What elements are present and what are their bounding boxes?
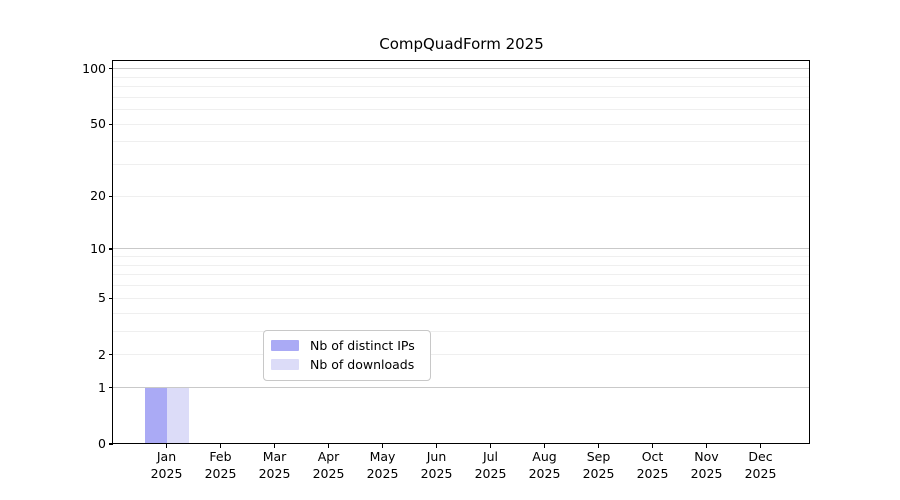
x-axis-tick xyxy=(543,444,546,448)
gridline-minor xyxy=(113,86,810,88)
bar-downloads xyxy=(166,387,189,444)
gridline-major xyxy=(113,248,810,250)
gridline-minor xyxy=(113,297,810,299)
x-tick-label: Nov 2025 xyxy=(690,449,723,481)
x-axis-tick xyxy=(219,444,222,448)
y-tick-label: 0 xyxy=(98,436,106,451)
y-axis-tick xyxy=(109,123,113,125)
legend-item-label: Nb of downloads xyxy=(310,357,415,372)
gridline-minor xyxy=(113,330,810,332)
x-tick-label: Aug 2025 xyxy=(528,449,561,481)
y-tick-label: 100 xyxy=(82,60,106,76)
x-axis-tick xyxy=(165,444,168,448)
gridline-major xyxy=(113,68,810,70)
gridline-minor xyxy=(113,312,810,314)
x-axis-tick xyxy=(435,444,438,448)
gridline-minor xyxy=(113,76,810,78)
gridline-minor xyxy=(113,256,810,258)
x-axis-tick xyxy=(381,444,384,448)
gridline-minor xyxy=(113,274,810,276)
chart-title: CompQuadForm 2025 xyxy=(379,35,544,53)
x-tick-label: Feb 2025 xyxy=(204,449,237,481)
x-axis-tick xyxy=(327,444,330,448)
gridline-minor xyxy=(113,96,810,98)
x-tick-label: Jul 2025 xyxy=(474,449,507,481)
x-axis-tick xyxy=(597,444,600,448)
y-axis-tick xyxy=(109,248,113,250)
gridline-minor xyxy=(113,164,810,166)
legend-item-label: Nb of distinct IPs xyxy=(310,338,415,353)
y-tick-label: 10 xyxy=(90,240,106,256)
gridline-minor xyxy=(113,109,810,111)
legend-item: Nb of downloads xyxy=(271,355,430,374)
x-axis-tick xyxy=(759,444,762,448)
x-tick-label: Sep 2025 xyxy=(582,449,615,481)
gridline-minor xyxy=(113,195,810,197)
legend-swatch xyxy=(271,359,299,370)
y-axis-tick xyxy=(109,297,113,299)
y-axis-tick xyxy=(109,195,113,197)
y-axis-tick xyxy=(109,68,113,70)
y-axis-tick xyxy=(109,443,113,445)
x-tick-label: Apr 2025 xyxy=(312,449,345,481)
legend-swatch xyxy=(271,340,299,351)
y-tick-label: 5 xyxy=(98,290,106,306)
x-tick-label: Oct 2025 xyxy=(636,449,669,481)
y-tick-label: 1 xyxy=(98,379,106,395)
gridline-minor xyxy=(113,123,810,125)
y-axis-tick xyxy=(109,354,113,356)
x-axis-tick xyxy=(489,444,492,448)
gridline-major xyxy=(113,387,810,389)
x-tick-label: Dec 2025 xyxy=(744,449,777,481)
x-tick-label: May 2025 xyxy=(366,449,399,481)
legend-item: Nb of distinct IPs xyxy=(271,336,430,355)
bar-distinct-ips xyxy=(144,387,167,444)
y-tick-label: 2 xyxy=(98,346,106,362)
x-axis-tick xyxy=(651,444,654,448)
x-tick-label: Mar 2025 xyxy=(258,449,291,481)
x-tick-label: Jun 2025 xyxy=(420,449,453,481)
gridline-minor xyxy=(113,141,810,143)
y-axis-tick xyxy=(109,387,113,389)
gridline-minor xyxy=(113,354,810,356)
plot-area xyxy=(113,61,810,444)
gridline-minor xyxy=(113,285,810,287)
gridline-minor xyxy=(113,264,810,266)
y-tick-label: 20 xyxy=(90,188,106,204)
legend: Nb of distinct IPs Nb of downloads xyxy=(263,330,431,381)
x-axis-tick xyxy=(705,444,708,448)
x-axis-tick xyxy=(273,444,276,448)
x-tick-label: Jan 2025 xyxy=(150,449,183,481)
y-tick-label: 50 xyxy=(90,116,106,132)
